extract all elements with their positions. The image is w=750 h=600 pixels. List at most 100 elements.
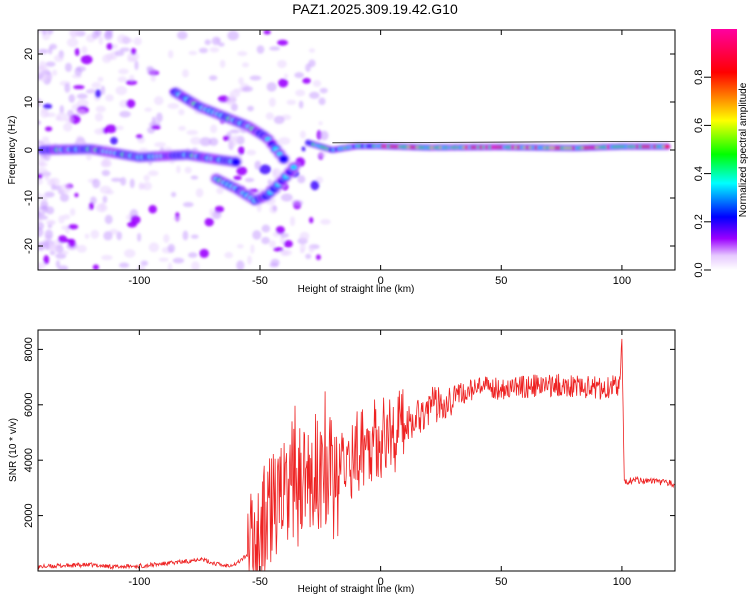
spectral-blob <box>137 232 142 242</box>
spectral-blob <box>280 232 289 238</box>
spectral-blob <box>74 47 80 57</box>
spectral-blob <box>38 215 49 220</box>
bottom-x-axis-label: Height of straight line (km) <box>298 584 415 595</box>
spectral-blob <box>38 66 45 75</box>
spectral-blob <box>91 30 100 39</box>
chart-title: PAZ1.2025.309.19.42.G10 <box>292 1 458 17</box>
spectral-blob <box>318 97 326 106</box>
spectral-blob <box>92 178 101 189</box>
spectral-blob <box>254 160 262 170</box>
spectral-blob <box>38 178 43 185</box>
spectrogram-x-tick-label: -100 <box>128 275 150 287</box>
spectral-blob <box>187 252 198 258</box>
spectral-blob <box>119 110 131 118</box>
spectral-blob <box>216 187 224 195</box>
spectral-blob <box>266 82 277 92</box>
spectral-blob <box>101 158 109 167</box>
spectral-blob <box>308 245 315 253</box>
snr-y-tick-label: 4000 <box>23 448 35 472</box>
spectral-blob <box>290 164 298 170</box>
spectral-blob <box>118 262 130 268</box>
spectral-blob <box>98 35 104 45</box>
spectral-blob <box>289 216 296 227</box>
spectral-blob <box>94 89 102 98</box>
spectral-blob <box>38 191 41 202</box>
spectral-blob <box>114 50 125 57</box>
spectral-blob <box>184 166 192 174</box>
spectral-blob <box>236 166 248 176</box>
spectral-blob <box>103 231 113 241</box>
spectral-blob <box>94 112 104 122</box>
colorbar-tick-label: 0.8 <box>693 70 705 85</box>
spectral-blob <box>277 39 289 46</box>
spectral-blob <box>211 36 221 46</box>
spectral-blob <box>182 230 189 241</box>
spectral-blob <box>310 180 320 191</box>
spectral-blob <box>318 151 327 158</box>
spectral-blob <box>41 195 48 202</box>
spectral-blob <box>76 244 87 253</box>
spectral-blob <box>664 145 670 149</box>
colorbar-tick-label: 0.6 <box>693 118 705 133</box>
spectral-blob <box>136 264 146 270</box>
top-x-axis-label: Height of straight line (km) <box>298 284 415 295</box>
spectral-blob <box>308 48 316 53</box>
spectral-blob <box>41 136 50 141</box>
spectral-blob <box>59 183 72 194</box>
spectrogram-y-tick-label: -20 <box>23 238 35 254</box>
spectral-blob <box>269 46 281 51</box>
spectral-blob <box>106 42 113 50</box>
spectral-blob <box>62 214 71 220</box>
spectral-blob <box>38 48 49 54</box>
spectral-blob <box>66 37 79 48</box>
colorbar-gradient <box>711 29 737 270</box>
reference-line <box>332 140 675 144</box>
spectral-blob <box>48 245 59 251</box>
spectral-blob <box>172 257 185 264</box>
spectral-blob <box>301 146 306 152</box>
spectral-blob <box>45 61 56 67</box>
spectral-blob <box>291 199 304 206</box>
spectral-blob <box>295 89 306 97</box>
spectral-blob <box>125 80 138 86</box>
spectral-blob <box>140 260 149 266</box>
spectral-blob <box>112 43 118 49</box>
spectral-blob <box>319 130 329 141</box>
spectral-blob <box>49 177 60 187</box>
spectral-blob <box>44 112 56 118</box>
spectral-blob <box>272 169 278 179</box>
colorbar: 0.0 0.2 0.4 0.6 0.8 <box>693 29 737 278</box>
spectral-blob <box>117 34 128 44</box>
spectral-blob <box>222 135 230 142</box>
spectral-blob <box>126 99 136 108</box>
spectral-blob <box>76 93 88 99</box>
spectrogram-y-tick-label: 0 <box>23 147 35 153</box>
spectral-blob <box>246 149 257 156</box>
colorbar-tick-label: 0.2 <box>693 214 705 229</box>
spectral-blob <box>64 83 71 93</box>
spectral-blob <box>272 205 277 212</box>
spectrogram-y-tick-label: 20 <box>23 48 35 60</box>
spectral-blob <box>68 30 81 37</box>
spectral-blob <box>284 73 289 79</box>
spectral-blob <box>298 100 304 109</box>
spectral-blob <box>195 188 204 198</box>
spectral-blob <box>104 214 113 225</box>
snr-y-tick-label: 8000 <box>23 337 35 361</box>
spectral-blob <box>252 230 262 240</box>
colorbar-tick-label: 0.0 <box>693 262 705 277</box>
spectral-blob <box>91 81 102 89</box>
spectral-blob <box>128 74 135 82</box>
spectral-blob <box>44 126 53 132</box>
spectral-blob <box>110 137 118 145</box>
spectral-blob <box>277 59 287 69</box>
spectral-blob <box>73 85 85 90</box>
spectral-blob <box>99 185 112 194</box>
spectral-blob <box>105 53 115 61</box>
spectral-blob <box>190 234 199 239</box>
spectral-blob <box>53 54 64 63</box>
spectral-blob <box>278 137 291 145</box>
spectral-blob <box>297 175 306 184</box>
